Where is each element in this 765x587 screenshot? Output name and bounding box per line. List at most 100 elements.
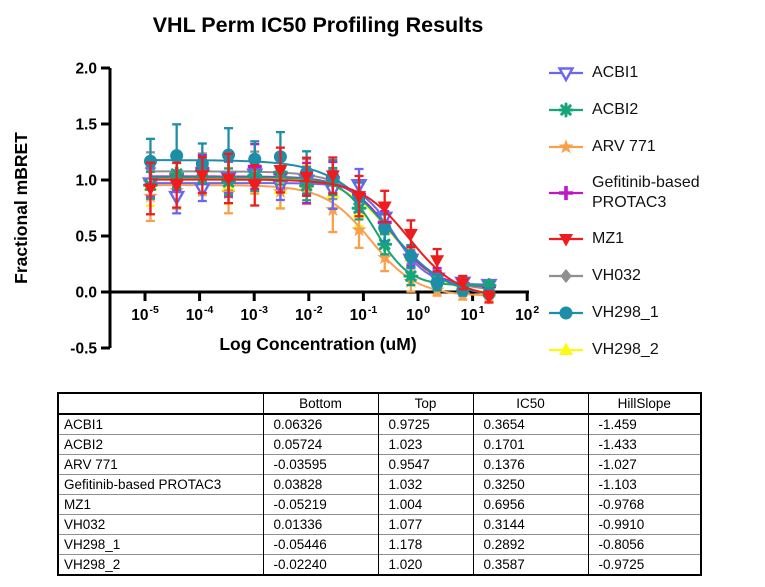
- y-axis-title: Fractional mBRET: [11, 132, 31, 284]
- cell-hillslope: -0.9768: [587, 494, 701, 515]
- y-tick-label: 2.0: [75, 61, 97, 78]
- data-point: [351, 222, 367, 237]
- data-point: [455, 277, 470, 291]
- cell-name: ACBI1: [58, 413, 263, 435]
- cell-name: VH032: [58, 514, 263, 535]
- data-point: [247, 180, 262, 193]
- cell-name: VH298_1: [58, 534, 263, 555]
- column-header-top: Top: [377, 393, 473, 415]
- legend-item-gefitinib-protac3: Gefitinib-based PROTAC3: [548, 173, 763, 213]
- column-header-name: [58, 393, 263, 415]
- cell-top: 0.9547: [377, 454, 473, 475]
- marker-asterisk: [558, 102, 574, 118]
- cell-bottom: -0.05219: [262, 494, 378, 515]
- gefitinib-protac3-marker-icon: [549, 186, 583, 200]
- legend-item-vh298-2: VH298_2: [548, 339, 763, 361]
- cell-name: Gefitinib-based PROTAC3: [58, 474, 263, 495]
- cell-ic50: 0.1376: [472, 454, 588, 475]
- cell-top: 1.178: [377, 534, 473, 555]
- legend-label: ARV 771: [592, 138, 656, 155]
- data-point: [169, 180, 184, 193]
- data-point: [404, 249, 418, 263]
- legend-label: ACBI1: [592, 64, 639, 81]
- marker-triangle-down-open: [557, 67, 575, 83]
- data-point: [430, 255, 445, 268]
- cell-ic50: 0.2892: [472, 534, 588, 555]
- legend: ACBI1 ACBI2 ARV 771 Gefitinib-based PROT…: [548, 62, 763, 361]
- x-tick-label: 10-5: [131, 304, 159, 324]
- table-row: ACBI1 0.06326 0.9725 0.3654 -1.459: [58, 413, 701, 435]
- table-header-row: Bottom Top IC50 HillSlope: [58, 393, 701, 415]
- fit-parameters-table: Bottom Top IC50 HillSlope ACBI1 0.06326 …: [57, 392, 702, 576]
- cell-ic50: 0.3587: [472, 554, 588, 575]
- vh298-2-marker-icon: [549, 342, 583, 355]
- data-point: [143, 154, 157, 168]
- cell-bottom: 0.01336: [262, 514, 378, 535]
- table-row: ARV 771 -0.03595 0.9547 0.1376 -1.027: [58, 454, 701, 475]
- cell-top: 1.023: [377, 434, 473, 455]
- cell-bottom: -0.05446: [262, 534, 378, 555]
- cell-hillslope: -0.9725: [587, 554, 701, 575]
- y-tick-label: 0.0: [75, 285, 97, 302]
- fit-curve: [150, 176, 485, 287]
- legend-item-arv771: ARV 771: [548, 136, 763, 158]
- table-row: Gefitinib-based PROTAC3 0.03828 1.032 0.…: [58, 474, 701, 495]
- table-row: VH032 0.01336 1.077 0.3144 -0.9910: [58, 514, 701, 535]
- column-header-bottom: Bottom: [262, 393, 378, 415]
- cell-bottom: 0.03828: [262, 474, 378, 495]
- cell-hillslope: -1.433: [587, 434, 701, 455]
- y-tick-label: -0.5: [70, 341, 97, 358]
- data-point: [248, 152, 262, 166]
- x-tick-label: 10-2: [295, 304, 323, 324]
- cell-hillslope: -1.027: [587, 454, 701, 475]
- chart-title: VHL Perm IC50 Profiling Results: [153, 13, 484, 37]
- legend-item-acbi1: ACBI1: [548, 62, 763, 84]
- cell-name: ARV 771: [58, 454, 263, 475]
- axes: 2.0 1.5 1.0 0.5 0.0 -0.5 10-5 10-4 10-3 10-2 10-1 1…: [70, 61, 539, 358]
- vh298-1-marker-icon: [549, 306, 583, 320]
- cell-ic50: 0.3144: [472, 514, 588, 535]
- table-row: MZ1 -0.05219 1.004 0.6956 -0.9768: [58, 494, 701, 515]
- marker-triangle-up: [559, 342, 573, 355]
- column-header-hillslope: HillSlope: [587, 393, 701, 415]
- ic50-dose-response-plot: VHL Perm IC50 Profiling Results Log Conc…: [11, 13, 539, 358]
- cell-hillslope: -1.459: [587, 413, 701, 435]
- data-point: [378, 221, 392, 235]
- data-point: [325, 170, 340, 183]
- y-tick-label: 1.0: [75, 173, 97, 190]
- marker-triangle-down: [559, 234, 573, 247]
- cell-hillslope: -1.103: [587, 474, 701, 495]
- legend-label: Gefitinib-based PROTAC3: [592, 174, 700, 211]
- legend-label: MZ1: [592, 230, 624, 247]
- acbi2-marker-icon: [549, 102, 583, 118]
- cell-top: 1.004: [377, 494, 473, 515]
- y-tick-label: 0.5: [75, 229, 97, 246]
- legend-label: VH298_2: [592, 341, 659, 358]
- legend-item-mz1: MZ1: [548, 228, 763, 250]
- legend-item-vh298-1: VH298_1: [548, 302, 763, 324]
- marker-circle: [559, 306, 573, 320]
- legend-item-acbi2: ACBI2: [548, 99, 763, 121]
- cell-ic50: 0.1701: [472, 434, 588, 455]
- data-point: [430, 276, 444, 290]
- fit-curve: [150, 178, 485, 294]
- data-point: [403, 228, 418, 242]
- data-point: [377, 201, 392, 214]
- acbi1-marker-icon: [549, 67, 583, 83]
- legend-label: VH298_1: [592, 304, 659, 321]
- cell-hillslope: -0.8056: [587, 534, 701, 555]
- cell-bottom: 0.05724: [262, 434, 378, 455]
- cell-name: ACBI2: [58, 434, 263, 455]
- cell-name: MZ1: [58, 494, 263, 515]
- legend-label: VH032: [592, 267, 641, 284]
- x-tick-label: 100: [406, 304, 430, 324]
- cell-top: 1.020: [377, 554, 473, 575]
- marker-star: [558, 139, 574, 154]
- data-point: [170, 149, 184, 163]
- x-tick-label: 10-3: [240, 304, 268, 324]
- table-row: VH298_1 -0.05446 1.178 0.2892 -0.8056: [58, 534, 701, 555]
- data-point: [481, 291, 496, 305]
- series-mz1: [143, 146, 496, 305]
- cell-ic50: 0.6956: [472, 494, 588, 515]
